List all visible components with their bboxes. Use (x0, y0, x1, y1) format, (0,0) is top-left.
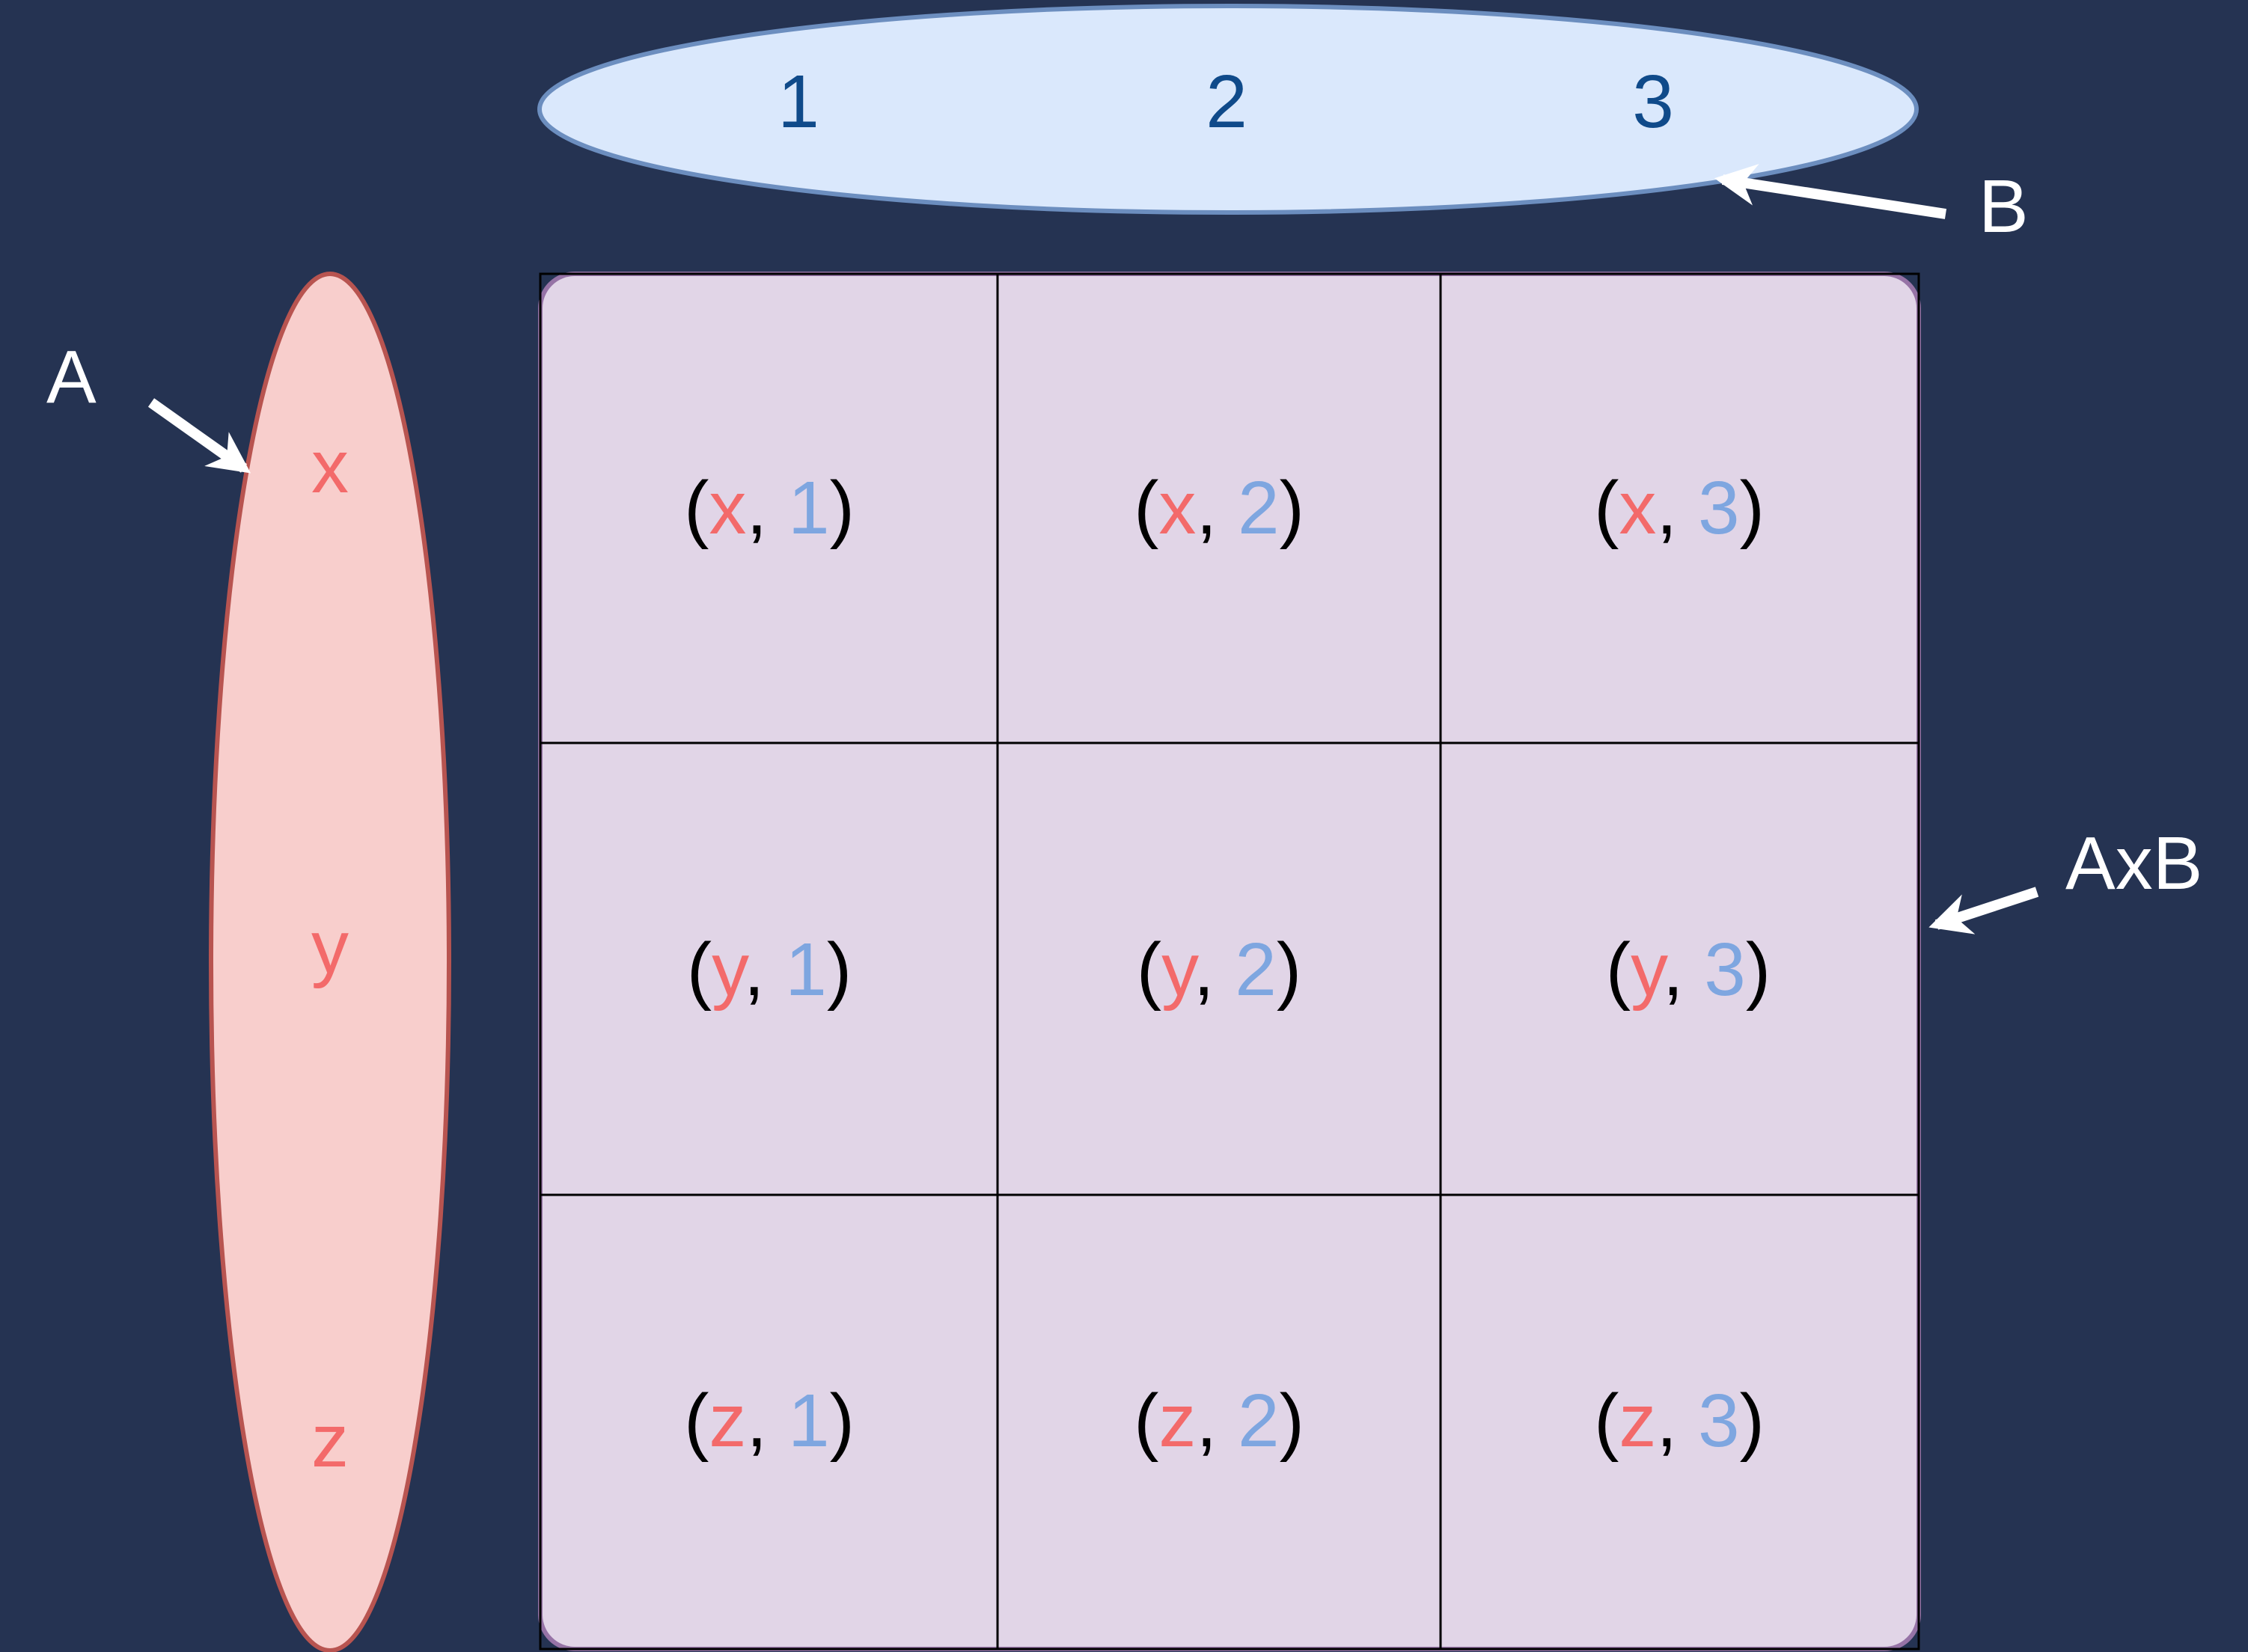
pair-close: ) (1280, 1379, 1304, 1463)
pair-second: 3 (1704, 928, 1746, 1012)
pair-first: x (1619, 466, 1656, 550)
set-b-element: 2 (1206, 60, 1247, 144)
pair-open: ( (684, 466, 709, 550)
pair-first: z (1619, 1379, 1656, 1463)
set-a: x y z (209, 272, 451, 1652)
pair-close: ) (1740, 466, 1765, 550)
pair-close: ) (830, 466, 855, 550)
set-b-arrow (1714, 164, 1947, 219)
product-frame (539, 272, 1920, 1651)
pair-second: 2 (1235, 928, 1277, 1012)
pair-second: 3 (1698, 1379, 1740, 1463)
pair-second: 2 (1238, 466, 1280, 550)
pair-cell: (x, 2) (1134, 466, 1304, 550)
pair-cell: (y, 1) (687, 928, 852, 1012)
pair-cell: (z, 2) (1134, 1379, 1304, 1463)
pair-first: y (712, 928, 749, 1012)
pair-cell: (x, 1) (684, 466, 855, 550)
pair-separator: , (1663, 928, 1705, 1012)
pair-cell: (y, 2) (1137, 928, 1301, 1012)
pair-cell: (y, 3) (1606, 928, 1771, 1012)
pair-open: ( (684, 1379, 709, 1463)
pair-open: ( (1594, 466, 1619, 550)
pair-close: ) (1277, 928, 1301, 1012)
pair-first: y (1631, 928, 1668, 1012)
pair-open: ( (1134, 466, 1158, 550)
pair-close: ) (1280, 466, 1304, 550)
pair-close: ) (827, 928, 852, 1012)
set-b-element: 3 (1632, 60, 1674, 144)
pair-cell: (z, 3) (1594, 1379, 1765, 1463)
set-a-label: A (46, 335, 97, 419)
set-b: 1 2 3 (537, 4, 1919, 215)
pair-separator: , (1656, 1379, 1698, 1463)
pair-second: 1 (788, 466, 830, 550)
set-b-ellipse (537, 4, 1919, 215)
pair-second: 3 (1698, 466, 1740, 550)
set-a-arrow (147, 398, 251, 474)
pair-separator: , (744, 928, 786, 1012)
pair-open: ( (1606, 928, 1631, 1012)
pair-close: ) (830, 1379, 855, 1463)
pair-first: y (1161, 928, 1199, 1012)
pair-cell: (x, 3) (1594, 466, 1765, 550)
pair-separator: , (746, 466, 788, 550)
pair-first: z (1158, 1379, 1196, 1463)
pair-second: 1 (785, 928, 827, 1012)
set-a-element: z (311, 1399, 349, 1483)
pair-separator: , (1194, 928, 1236, 1012)
pair-open: ( (1594, 1379, 1619, 1463)
product-grid: (x, 1) (x, 2) (x, 3) (y, 1) (y, 2) (y, 3… (538, 272, 1921, 1651)
pair-first: z (709, 1379, 746, 1463)
pair-first: x (1158, 466, 1196, 550)
product-label: AxB (2065, 822, 2202, 905)
set-a-element: y (311, 905, 349, 989)
pair-open: ( (1134, 1379, 1158, 1463)
pair-second: 1 (788, 1379, 830, 1463)
pair-separator: , (1196, 1379, 1238, 1463)
product-arrow (1928, 887, 2039, 934)
pair-separator: , (1656, 466, 1698, 550)
pair-second: 2 (1238, 1379, 1280, 1463)
pair-separator: , (746, 1379, 788, 1463)
pair-close: ) (1740, 1379, 1765, 1463)
pair-open: ( (687, 928, 712, 1012)
pair-separator: , (1196, 466, 1238, 550)
pair-first: x (709, 466, 746, 550)
set-b-label: B (1979, 165, 2029, 248)
pair-close: ) (1746, 928, 1771, 1012)
set-a-element: x (311, 425, 349, 509)
pair-cell: (z, 1) (684, 1379, 855, 1463)
set-b-element: 1 (778, 60, 819, 144)
pair-open: ( (1137, 928, 1161, 1012)
set-a-ellipse (209, 272, 451, 1652)
